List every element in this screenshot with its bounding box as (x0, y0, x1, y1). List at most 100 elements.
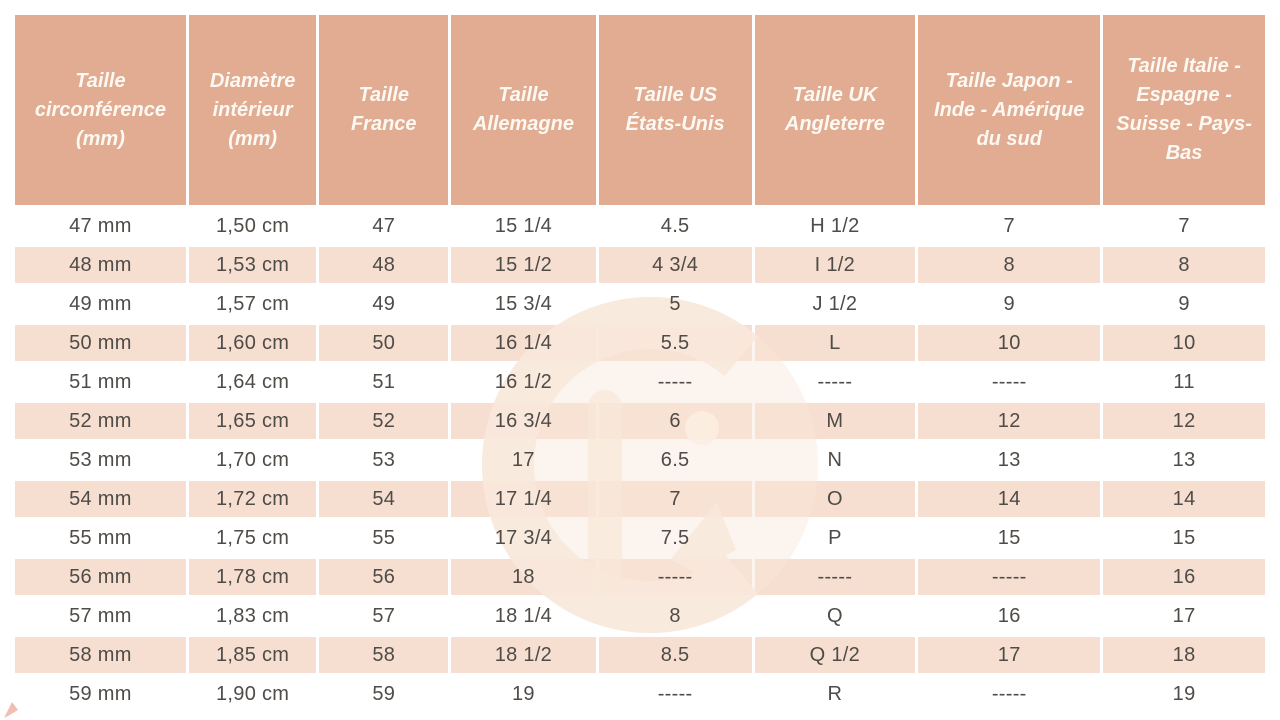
column-header: Diamètre intérieur (mm) (188, 15, 317, 205)
table-cell: 51 (319, 364, 449, 400)
column-header: Taille Allemagne (451, 15, 596, 205)
table-row: 56 mm 1,78 cm 56 18 ----- ----- ----- 16 (15, 559, 1265, 595)
table-cell: 14 (1103, 481, 1265, 517)
table-cell: N (754, 442, 916, 478)
cell-value: 8 (1003, 253, 1015, 276)
cell-value: 1,65 cm (216, 409, 290, 432)
table-cell: 16 (918, 598, 1101, 634)
table-cell: 12 (918, 403, 1101, 439)
table-row: 59 mm 1,90 cm 59 19 ----- R ----- 19 (15, 676, 1265, 712)
cell-value: 56 mm (69, 565, 132, 588)
table-cell: 11 (1103, 364, 1265, 400)
table-cell: 55 mm (15, 520, 186, 556)
cell-value: 15 3/4 (494, 292, 553, 315)
cell-value: ----- (817, 370, 853, 393)
cell-value: 1,57 cm (216, 292, 290, 315)
table-cell: 7.5 (598, 520, 752, 556)
table-cell: P (754, 520, 916, 556)
table-cell: M (754, 403, 916, 439)
cell-value: 56 (372, 565, 396, 588)
cell-value: 49 mm (69, 292, 132, 315)
cell-value: 50 mm (69, 331, 132, 354)
table-cell: ----- (918, 676, 1101, 712)
table-cell: 1,75 cm (188, 520, 317, 556)
table-cell: 17 (451, 442, 596, 478)
table-row: 51 mm 1,64 cm 51 16 1/2 ----- ----- ----- 11 (15, 364, 1265, 400)
cell-value: 1,53 cm (216, 253, 290, 276)
table-cell: 8.5 (598, 637, 752, 673)
table-cell: 50 mm (15, 325, 186, 361)
cell-value: 7 (669, 487, 681, 510)
table-cell: 1,78 cm (188, 559, 317, 595)
table-cell: 8 (1103, 247, 1265, 283)
cell-value: 15 (997, 526, 1021, 549)
table-cell: 48 mm (15, 247, 186, 283)
cell-value: M (826, 409, 844, 432)
table-cell: 1,60 cm (188, 325, 317, 361)
table-cell: 13 (918, 442, 1101, 478)
table-cell: 9 (918, 286, 1101, 322)
cell-value: 52 mm (69, 409, 132, 432)
table-row: 53 mm 1,70 cm 53 17 6.5 N 13 13 (15, 442, 1265, 478)
cell-value: 1,60 cm (216, 331, 290, 354)
table-cell: 10 (918, 325, 1101, 361)
table-cell: 16 1/2 (451, 364, 596, 400)
table-cell: 7 (918, 208, 1101, 244)
cell-value: 16 1/4 (494, 331, 553, 354)
table-cell: O (754, 481, 916, 517)
cell-value: 48 (372, 253, 396, 276)
table-cell: 14 (918, 481, 1101, 517)
table-cell: 4.5 (598, 208, 752, 244)
cell-value: 9 (1178, 292, 1190, 315)
table-cell: 59 mm (15, 676, 186, 712)
cell-value: 10 (1172, 331, 1196, 354)
cell-value: 5.5 (660, 331, 690, 354)
cell-value: 52 (372, 409, 396, 432)
cell-value: 1,50 cm (216, 214, 290, 237)
cell-value: N (827, 448, 843, 471)
table-cell: 1,53 cm (188, 247, 317, 283)
table-cell: 57 (319, 598, 449, 634)
table-cell: 17 (918, 637, 1101, 673)
table-cell: 16 3/4 (451, 403, 596, 439)
table-cell: 52 mm (15, 403, 186, 439)
table-cell: 54 (319, 481, 449, 517)
table-cell: 17 1/4 (451, 481, 596, 517)
table-cell: J 1/2 (754, 286, 916, 322)
cell-value: 57 mm (69, 604, 132, 627)
cell-value: 18 1/4 (494, 604, 553, 627)
table-cell: 59 (319, 676, 449, 712)
table-row: 48 mm 1,53 cm 48 15 1/2 4 3/4 I 1/2 8 8 (15, 247, 1265, 283)
table-cell: L (754, 325, 916, 361)
table-cell: 1,65 cm (188, 403, 317, 439)
table-cell: 16 1/4 (451, 325, 596, 361)
table-cell: 49 (319, 286, 449, 322)
table-cell: ----- (754, 559, 916, 595)
table-cell: 15 (918, 520, 1101, 556)
table-cell: Q (754, 598, 916, 634)
column-header: Taille UK Angleterre (754, 15, 916, 205)
table-row: 58 mm 1,85 cm 58 18 1/2 8.5 Q 1/2 17 18 (15, 637, 1265, 673)
cell-value: 13 (997, 448, 1021, 471)
table-cell: 7 (598, 481, 752, 517)
table-cell: 4 3/4 (598, 247, 752, 283)
table-cell: 1,85 cm (188, 637, 317, 673)
table-body: 47 mm 1,50 cm 47 15 1/4 4.5 H 1/2 7 7 48 mm 1,53 … (15, 208, 1265, 712)
cell-value: ----- (991, 565, 1027, 588)
table-cell: R (754, 676, 916, 712)
table-cell: ----- (598, 364, 752, 400)
cell-value: 4.5 (660, 214, 690, 237)
table-cell: 16 (1103, 559, 1265, 595)
table-cell: 19 (1103, 676, 1265, 712)
cell-value: Q 1/2 (809, 643, 861, 666)
cell-value: 1,75 cm (216, 526, 290, 549)
cell-value: R (827, 682, 843, 705)
table-cell: 1,70 cm (188, 442, 317, 478)
cell-value: 1,72 cm (216, 487, 290, 510)
table-cell: 7 (1103, 208, 1265, 244)
cell-value: ----- (991, 682, 1027, 705)
table-cell: 15 1/4 (451, 208, 596, 244)
table-cell: 5 (598, 286, 752, 322)
cell-value: 16 (1172, 565, 1196, 588)
cell-value: 58 (372, 643, 396, 666)
